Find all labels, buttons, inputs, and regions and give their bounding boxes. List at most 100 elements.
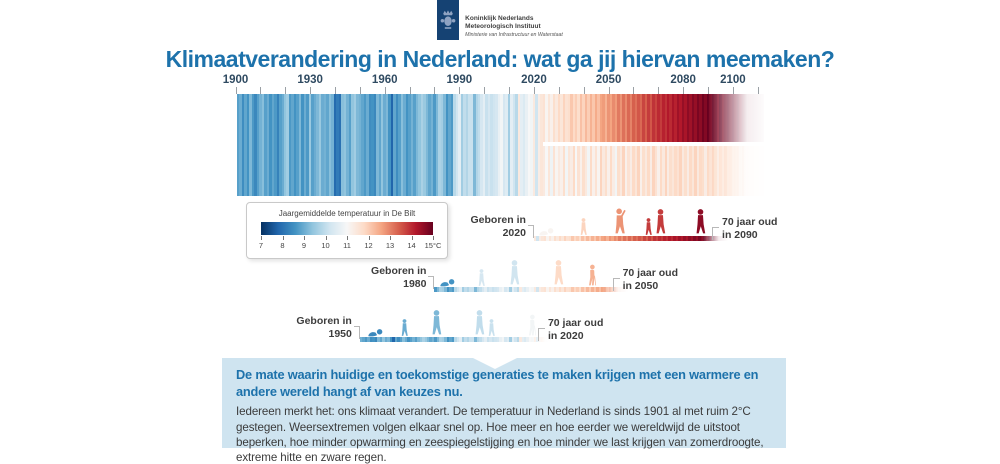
year-stripe — [619, 146, 623, 196]
year-stripe — [530, 94, 534, 196]
year-stripe — [686, 94, 690, 142]
legend-tick — [390, 236, 391, 240]
lifetime-year-stripe — [459, 337, 463, 342]
year-stripe — [565, 94, 568, 142]
person-silhouette-child — [580, 218, 587, 235]
lifetime-year-stripe — [526, 287, 530, 292]
lifetime-year-stripe — [581, 287, 585, 292]
lifetime-year-stripe — [494, 337, 498, 342]
lifetime-year-stripe — [464, 337, 468, 342]
year-stripe — [592, 94, 596, 142]
year-stripe — [288, 94, 292, 196]
year-stripe — [652, 94, 655, 142]
year-stripe — [373, 94, 377, 196]
year-stripe — [448, 94, 452, 196]
lifetime-year-stripe — [533, 236, 537, 241]
lifetime-year-stripe — [695, 236, 699, 241]
legend-tick — [368, 236, 370, 240]
year-stripe — [264, 94, 267, 196]
year-stripe — [674, 146, 678, 196]
year-stripe — [604, 94, 608, 142]
bracket-right — [537, 328, 545, 341]
year-stripe — [644, 146, 648, 196]
lifetime-year-stripe — [379, 337, 383, 342]
lifetime-year-stripe — [675, 236, 679, 241]
year-stripe — [241, 94, 245, 196]
year-stripe — [430, 94, 434, 196]
year-stripe — [679, 146, 683, 196]
year-stripe — [565, 146, 568, 196]
year-stripe — [627, 146, 631, 196]
year-stripe — [482, 94, 486, 196]
year-stripe — [266, 94, 270, 196]
lifetime-year-stripe — [591, 236, 594, 241]
axis-year-label: 1900 — [222, 74, 249, 86]
bracket-right — [612, 278, 620, 291]
lifetime-year-stripe — [506, 287, 510, 292]
year-stripe — [244, 94, 248, 196]
lifetime-year-stripe — [509, 337, 512, 342]
year-stripe — [632, 146, 636, 196]
lifetime-year-stripe — [511, 287, 515, 292]
year-stripe — [562, 94, 566, 142]
year-stripe — [587, 146, 591, 196]
year-stripe — [418, 94, 422, 196]
legend-tick — [282, 236, 284, 240]
logo-line-2: Meteorologisch Instituut — [465, 23, 541, 31]
lifetime-year-stripe — [685, 236, 689, 241]
stripe-band-hoge — [0, 94, 1000, 142]
bracket-left — [428, 276, 435, 289]
year-stripe — [428, 94, 432, 196]
year-stripe — [249, 94, 253, 196]
year-stripe — [507, 94, 511, 196]
axis-year-label: 2020 — [521, 74, 547, 86]
lifetime-year-stripe — [456, 337, 460, 342]
year-stripe — [385, 94, 389, 196]
lifetime-year-stripe — [404, 337, 408, 342]
year-stripe — [410, 94, 414, 196]
year-stripe — [500, 94, 504, 196]
rijksoverheid-flag — [437, 0, 460, 40]
lifetime-year-stripe — [377, 337, 381, 342]
lifetime-year-stripe — [454, 287, 458, 292]
lifetime-year-stripe — [481, 287, 485, 292]
year-stripe — [642, 146, 645, 196]
year-stripe — [438, 94, 442, 196]
axis-tick — [757, 87, 759, 94]
lifetime-fade-out — [602, 287, 629, 292]
axis-tick — [608, 87, 610, 94]
generation-age-label: 70 jaar oud in 2090 — [722, 216, 778, 242]
year-stripe — [574, 94, 578, 142]
lifetime-year-stripe — [476, 287, 480, 292]
year-stripe — [557, 94, 561, 142]
logo-wordmark: Koninklijk Nederlands Meteorologisch Ins… — [465, 0, 563, 40]
temperature-legend: Jaargemiddelde temperatuur in De Bilt 7 8… — [246, 202, 448, 259]
lifetime-year-stripe — [533, 287, 537, 292]
year-stripe — [540, 94, 544, 196]
axis-tick — [285, 87, 287, 94]
lifetime-year-stripe — [504, 337, 507, 342]
lifetime-year-stripe — [479, 287, 483, 292]
lifetime-year-stripe — [469, 287, 473, 292]
year-stripe — [579, 94, 583, 142]
year-stripe — [691, 94, 695, 142]
person-silhouette-adult — [510, 260, 519, 285]
lifetime-year-stripe — [454, 337, 458, 342]
axis-year-label: 1960 — [371, 74, 398, 86]
lifetime-year-stripe — [436, 337, 440, 342]
generation-born-label: Geboren in 1950 — [296, 315, 352, 341]
year-stripe — [400, 94, 404, 196]
legend-tick-label: 7 — [258, 241, 264, 250]
person-silhouette-baby — [440, 279, 455, 287]
lifetime-year-stripe — [494, 287, 498, 292]
lifetime-year-stripe — [382, 337, 386, 342]
lifetime-year-stripe — [446, 287, 450, 292]
year-stripe — [542, 146, 546, 196]
axis-tick — [658, 87, 660, 94]
lifetime-year-stripe — [414, 337, 418, 342]
year-stripe — [477, 94, 481, 196]
year-stripe — [622, 94, 626, 142]
lifetime-year-stripe — [369, 337, 373, 342]
year-stripe — [520, 94, 524, 196]
